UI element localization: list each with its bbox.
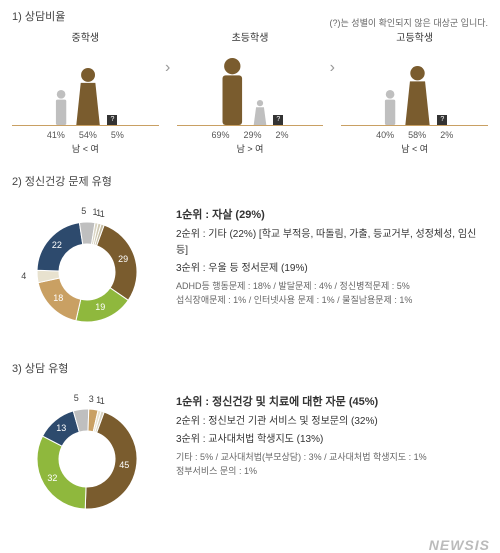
donut-slice-label: 19 [95, 302, 105, 312]
section1-column: 고등학생 ? 40% 58% 2% 남 < 여 [341, 29, 488, 155]
section2: 2919184225111 1순위 : 자살 (29%) 2순위 : 기타 (2… [12, 207, 488, 342]
donut-slice-label: 4 [21, 271, 26, 281]
section3-text: 1순위 : 정신건강 및 치료에 대한 자문 (45%) 2순위 : 정신보건 … [176, 394, 488, 529]
male-icon [217, 57, 248, 125]
watermark: NEWSIS [0, 537, 500, 553]
donut-slice-label: 1 [100, 209, 105, 219]
donut-slice-label: 3 [89, 394, 94, 404]
section1-column: 초등학생 ? 69% 29% 2% 남 > 여 [177, 29, 324, 155]
section1-columns: 중학생 ? 41% 54% 5% 남 < 여 › 초등학생 ? 69% [12, 29, 488, 155]
unknown-icon: ? [437, 115, 447, 125]
s2-detail2: 섭식장애문제 : 1% / 인터넷사용 문제 : 1% / 물질남용문제 : 1… [176, 293, 488, 307]
s3-rank2: 2순위 : 정신보건 기관 서비스 및 정보문의 (32%) [176, 414, 488, 430]
section3-donut: 4532135311 [12, 394, 162, 529]
female-icon [404, 65, 431, 125]
male-icon [382, 89, 398, 125]
relation: 남 > 여 [177, 142, 324, 155]
pct-row: 41% 54% 5% [12, 130, 159, 140]
section2-title: 2) 정신건강 문제 유형 [12, 173, 488, 189]
relation: 남 < 여 [12, 142, 159, 155]
male-icon [53, 89, 69, 125]
unknown-pct: 2% [276, 130, 289, 140]
female-icon [75, 67, 101, 125]
pct-row: 40% 58% 2% [341, 130, 488, 140]
donut-slice-label: 22 [52, 240, 62, 250]
male-pct: 40% [376, 130, 394, 140]
male-pct: 41% [47, 130, 65, 140]
male-pct: 69% [211, 130, 229, 140]
donut-slice-label: 5 [74, 393, 79, 403]
s3-detail2: 정부서비스 문의 : 1% [176, 464, 488, 478]
section1-column: 중학생 ? 41% 54% 5% 남 < 여 [12, 29, 159, 155]
donut-slice-label: 45 [119, 460, 129, 470]
section3: 4532135311 1순위 : 정신건강 및 치료에 대한 자문 (45%) … [12, 394, 488, 529]
female-pct: 58% [408, 130, 426, 140]
unknown-pct: 5% [111, 130, 124, 140]
donut-slice-label: 29 [118, 254, 128, 264]
s3-rank1: 1순위 : 정신건강 및 치료에 대한 자문 (45%) [176, 394, 488, 412]
s2-detail1: ADHD등 행동문제 : 18% / 발달문제 : 4% / 정신병적문제 : … [176, 279, 488, 293]
unknown-icon: ? [107, 115, 117, 125]
picto-row: ? [177, 48, 324, 126]
s2-rank3: 3순위 : 우울 등 정서문제 (19%) [176, 261, 488, 277]
section1-note: (?)는 성별이 확인되지 않은 대상군 입니다. [12, 16, 488, 29]
section2-donut: 2919184225111 [12, 207, 162, 342]
section3-title: 3) 상담 유형 [12, 360, 488, 376]
donut-slice-label: 13 [56, 423, 66, 433]
donut-slice-label: 1 [100, 396, 105, 406]
picto-row: ? [12, 48, 159, 126]
female-pct: 29% [244, 130, 262, 140]
relation: 남 < 여 [341, 142, 488, 155]
s2-rank2: 2순위 : 기타 (22%) [학교 부적응, 따돌림, 가출, 등교거부, 성… [176, 227, 488, 259]
donut-slice-label: 32 [47, 473, 57, 483]
s3-rank3: 3순위 : 교사대처법 학생지도 (13%) [176, 432, 488, 448]
s2-rank1: 1순위 : 자살 (29%) [176, 207, 488, 225]
unknown-pct: 2% [440, 130, 453, 140]
chevron-right-icon: › [159, 29, 177, 77]
unknown-icon: ? [273, 115, 283, 125]
col-label: 중학생 [12, 29, 159, 44]
picto-row: ? [341, 48, 488, 126]
female-pct: 54% [79, 130, 97, 140]
section2-text: 1순위 : 자살 (29%) 2순위 : 기타 (22%) [학교 부적응, 따… [176, 207, 488, 342]
donut-slice-label: 18 [53, 293, 63, 303]
female-icon [253, 99, 267, 125]
donut-slice-label: 5 [81, 206, 86, 216]
col-label: 초등학생 [177, 29, 324, 44]
s3-detail1: 기타 : 5% / 교사대처법(부모상담) : 3% / 교사대처법 학생지도 … [176, 450, 488, 464]
pct-row: 69% 29% 2% [177, 130, 324, 140]
chevron-right-icon: › [323, 29, 341, 77]
col-label: 고등학생 [341, 29, 488, 44]
